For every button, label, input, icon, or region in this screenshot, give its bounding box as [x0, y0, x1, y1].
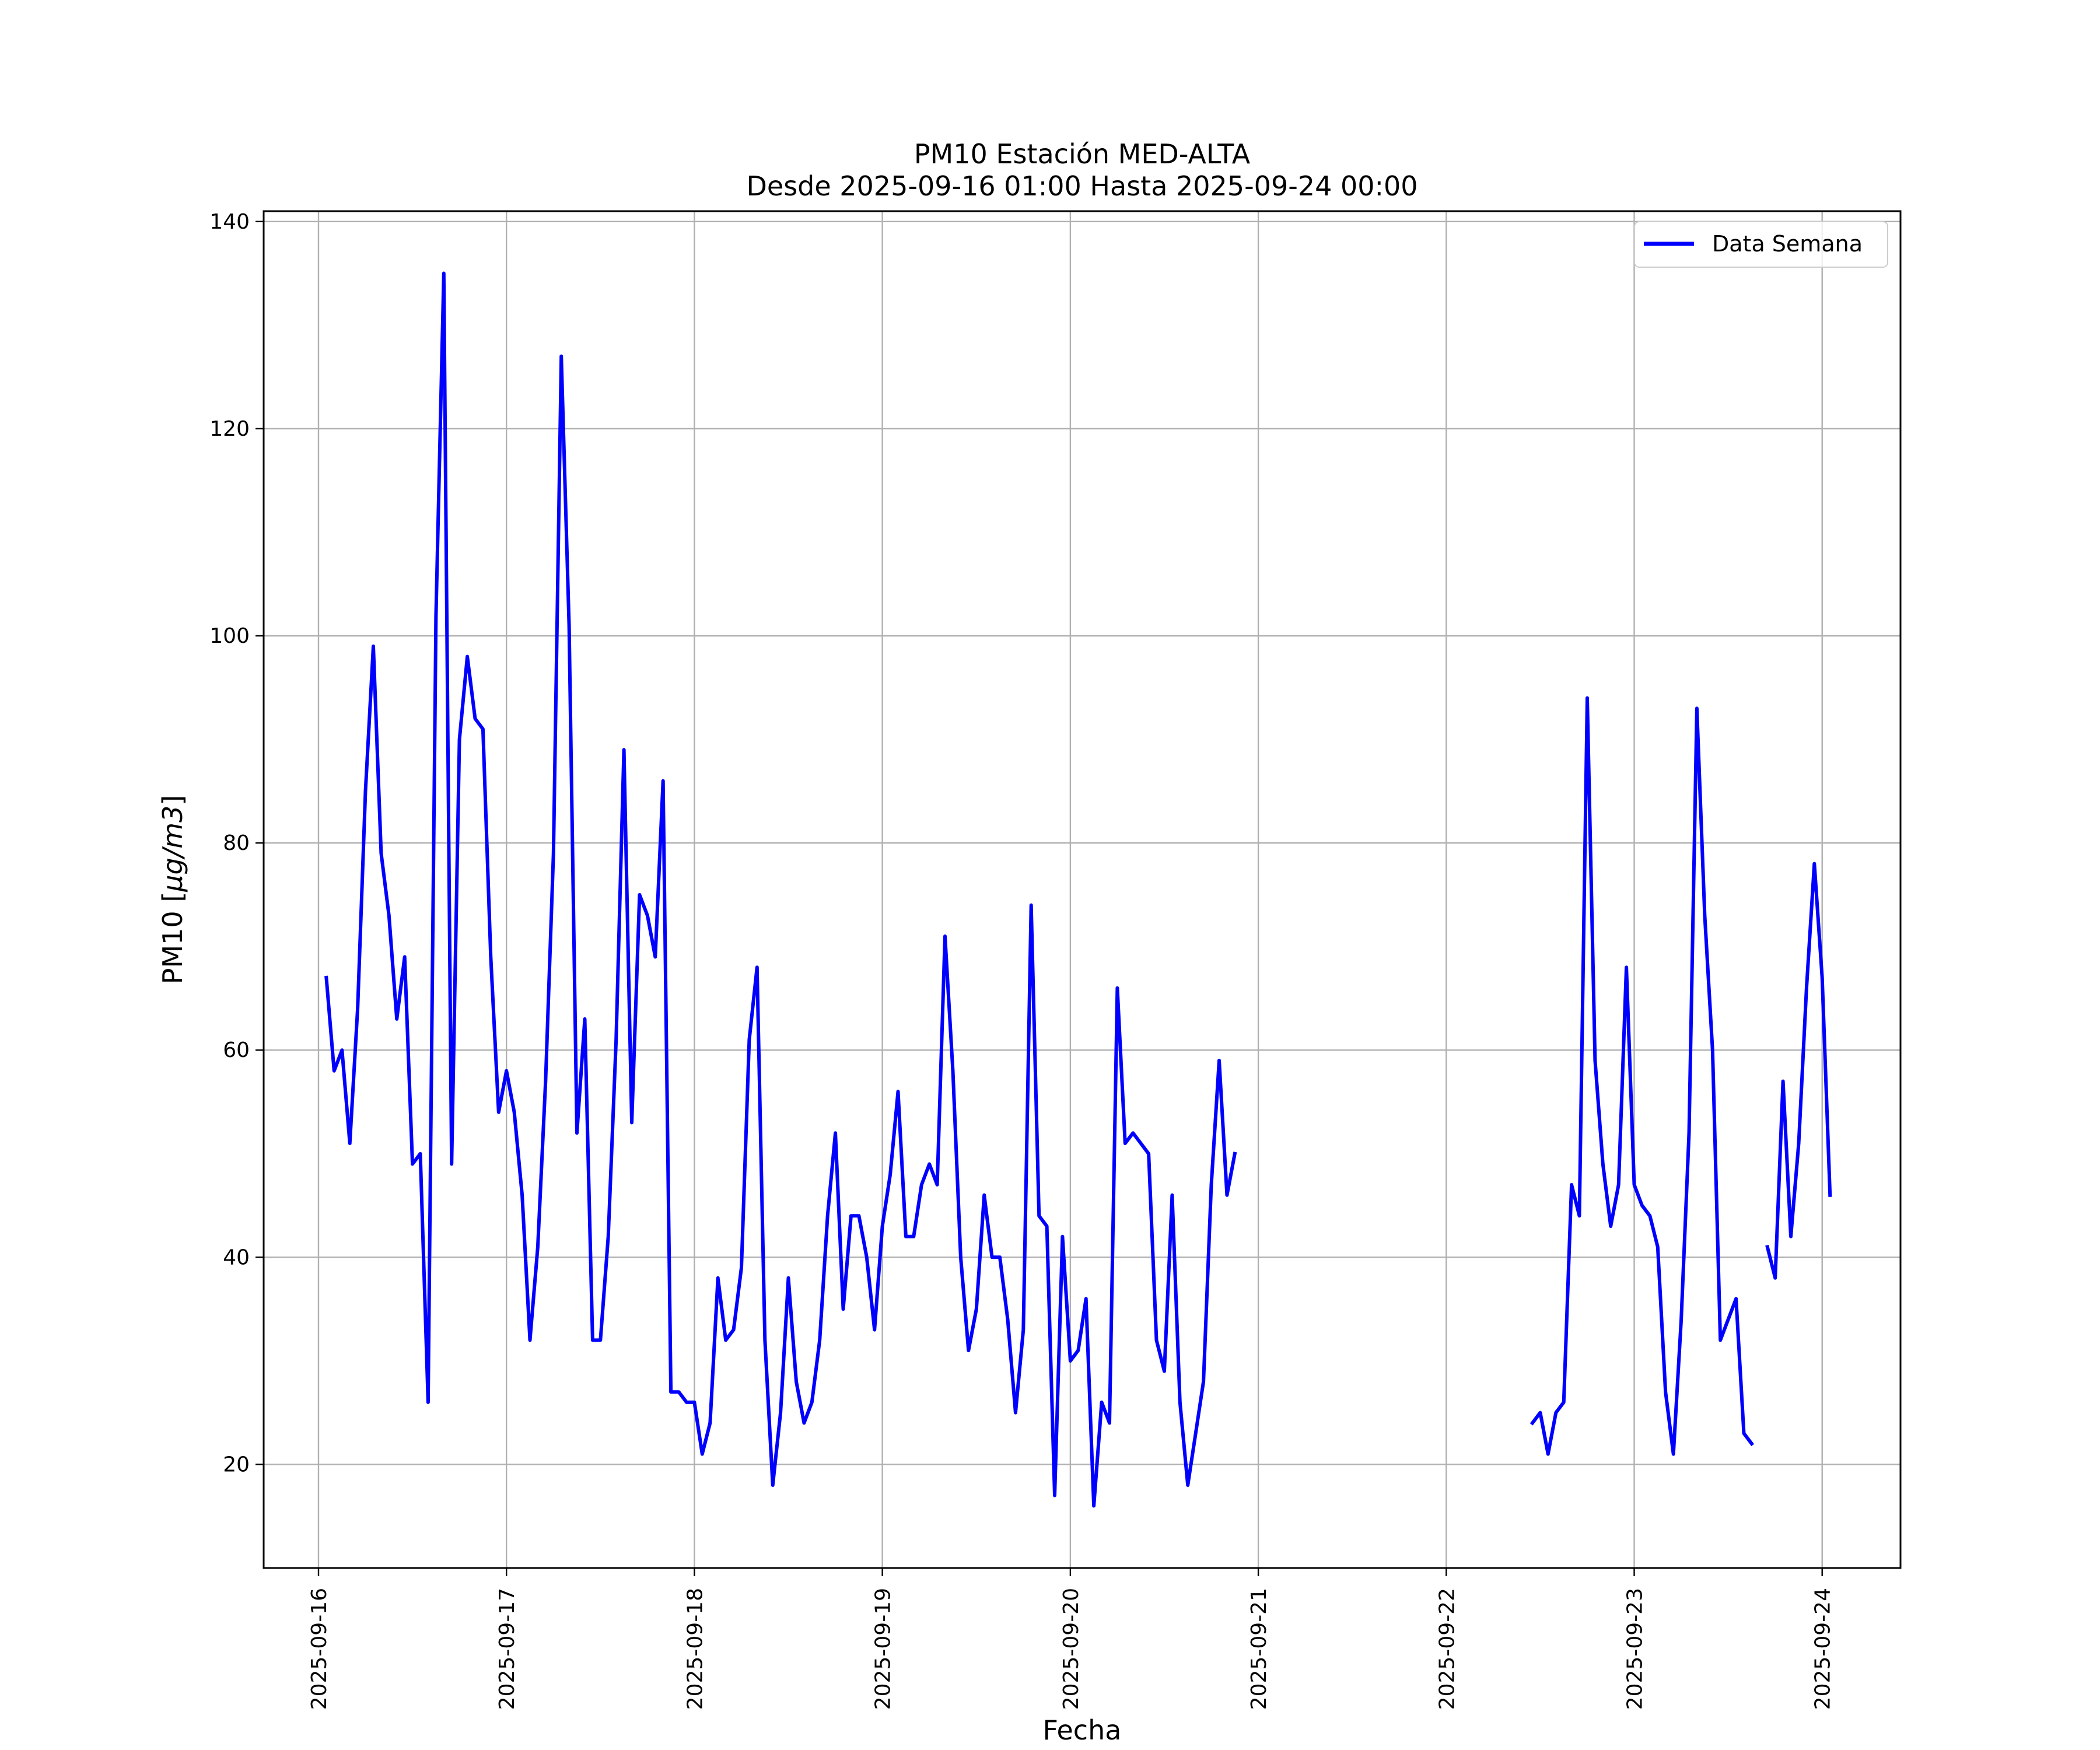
y-tick-label: 100	[209, 624, 250, 648]
y-axis-title: PM10 [μg/m3]	[157, 795, 188, 985]
y-axis-title-close: ]	[157, 795, 188, 806]
legend-label: Data Semana	[1712, 231, 1863, 257]
x-tick-label: 2025-09-20	[1059, 1588, 1083, 1710]
series-line-segment	[1765, 862, 1832, 1280]
grid-lines	[264, 211, 1901, 1568]
series-lines	[324, 271, 1832, 1508]
x-tick-label: 2025-09-24	[1811, 1588, 1835, 1710]
x-tick-label: 2025-09-23	[1623, 1588, 1647, 1710]
legend-box	[1634, 221, 1888, 268]
x-tick-label: 2025-09-16	[307, 1588, 331, 1710]
series-line-segment	[324, 271, 1237, 1508]
y-axis-title-main: PM10 [	[157, 892, 188, 985]
y-tick-label: 80	[223, 831, 250, 855]
y-axis-ticks: 20 40 60 80 100 120 140	[209, 210, 264, 1476]
x-tick-label: 2025-09-17	[495, 1588, 519, 1710]
x-axis-title: Fecha	[1043, 1714, 1122, 1746]
legend: Data Semana	[1634, 221, 1888, 268]
x-tick-label: 2025-09-22	[1435, 1588, 1459, 1710]
y-tick-label: 60	[223, 1038, 250, 1062]
series-line-segment	[1530, 696, 1755, 1456]
y-axis-title-unit: μg/m3	[157, 806, 188, 892]
x-tick-label: 2025-09-18	[683, 1588, 707, 1710]
y-tick-label: 20	[223, 1452, 250, 1476]
y-tick-label: 40	[223, 1245, 250, 1269]
plot-area-frame	[262, 210, 1902, 1569]
chart-subtitle: Desde 2025-09-16 01:00 Hasta 2025-09-24 …	[746, 170, 1418, 202]
x-axis-ticks: 2025-09-16 2025-09-17 2025-09-18 2025-09-19…	[307, 1568, 1835, 1710]
y-tick-label: 120	[209, 417, 250, 441]
chart-title: PM10 Estación MED-ALTA	[914, 138, 1251, 170]
x-tick-label: 2025-09-21	[1247, 1588, 1271, 1710]
y-tick-label: 140	[209, 210, 250, 234]
x-tick-label: 2025-09-19	[872, 1588, 895, 1710]
